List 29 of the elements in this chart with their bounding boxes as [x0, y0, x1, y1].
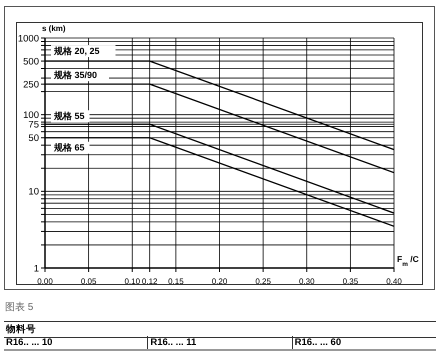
- y-axis-title: s (km): [42, 24, 66, 33]
- text: R16.. ... 11: [147, 336, 292, 349]
- x-axis-title: F$_{m}$/C: [397, 254, 419, 268]
- y-tick-label: 10: [28, 186, 39, 198]
- y-tick-label: 250: [23, 80, 39, 91]
- x-tick-label: 0.25: [255, 277, 272, 286]
- text: 图表 5: [5, 300, 34, 314]
- y-tick-label: 500: [23, 56, 39, 68]
- x-tick-label: 0.40: [386, 277, 402, 286]
- x-tick-label: 0.30: [298, 277, 316, 286]
- text: R16.. ... 60: [292, 336, 436, 349]
- series-label: 规格 20, 25: [53, 46, 100, 56]
- y-tick-label: 1: [34, 263, 39, 274]
- x-tick-label: 0.20: [212, 277, 228, 286]
- y-tick-label: 100: [23, 110, 39, 122]
- x-tick-label: 0.10: [124, 277, 141, 286]
- y-tick-label: 75: [28, 120, 39, 131]
- x-tick-label: 0.15: [168, 277, 184, 286]
- x-tick-label: 0.05: [80, 277, 97, 286]
- text: R16.. ... 10: [5, 336, 54, 349]
- y-tick-label: 1000: [18, 33, 39, 44]
- series-label: 规格 65: [53, 142, 85, 153]
- x-tick-label: 0.00: [37, 277, 54, 286]
- x-tick-label: 0.12: [142, 277, 158, 286]
- text: 物料号: [4, 321, 436, 338]
- series-label: 规格 55: [53, 111, 85, 122]
- y-tick-label: 50: [28, 133, 39, 144]
- x-tick-label: 0.35: [342, 277, 359, 286]
- series-label: 规格 35/90: [53, 70, 98, 80]
